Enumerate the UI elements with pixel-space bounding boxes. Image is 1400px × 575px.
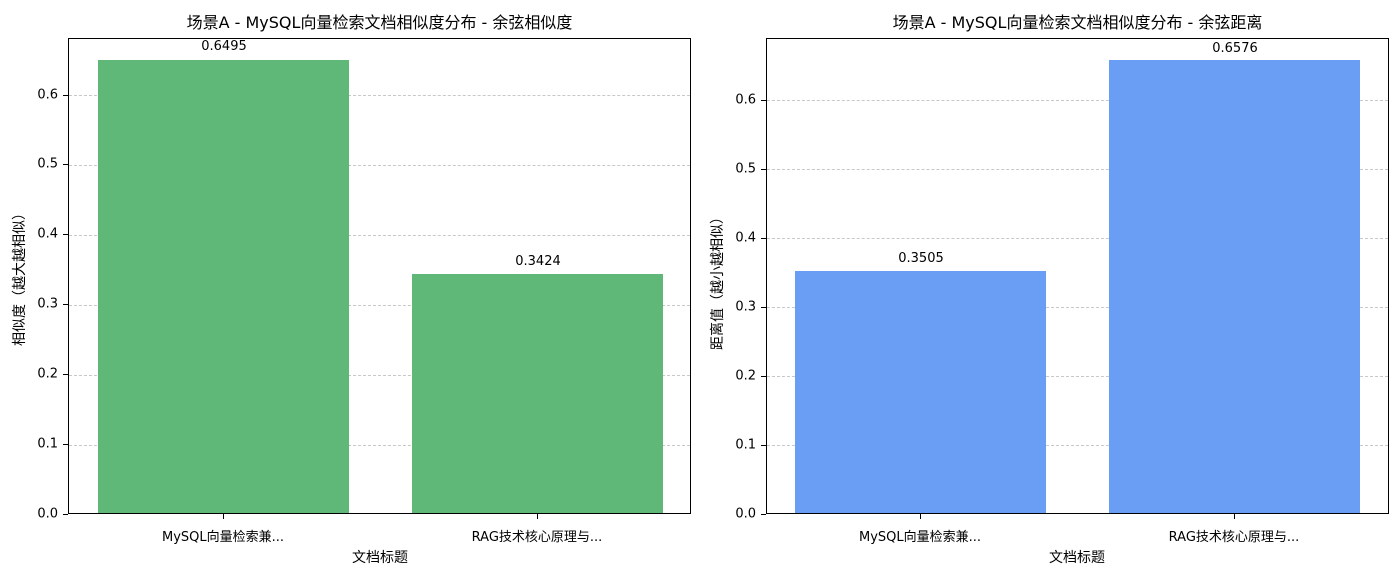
gridline	[767, 238, 1388, 239]
x-axis-label: 文档标题	[352, 550, 408, 566]
bar-rag	[1109, 60, 1360, 513]
y-tick-label: 0.3	[735, 299, 756, 315]
bar-mysql	[795, 271, 1046, 513]
y-tick-mark	[761, 445, 766, 446]
y-tick-mark	[761, 238, 766, 239]
y-tick-label: 0.6	[37, 87, 58, 103]
y-tick-label: 0.5	[37, 156, 58, 172]
cosine-similarity-chart: 场景A - MySQL向量检索文档相似度分布 - 余弦相似度 0.6495 0.…	[12, 13, 691, 566]
y-tick-mark	[63, 374, 68, 375]
plot-area: 0.6495 0.3424	[68, 38, 691, 514]
x-tick-mark	[537, 514, 538, 519]
y-tick-label: 0.0	[735, 506, 756, 522]
gridline	[767, 100, 1388, 101]
x-axis-label: 文档标题	[1049, 550, 1105, 566]
y-axis-label: 距离值（越小越相似）	[710, 210, 726, 350]
gridline	[69, 305, 690, 306]
bar-value-label: 0.3505	[898, 251, 944, 266]
x-tick-label: RAG技术核心原理与...	[1168, 530, 1300, 545]
plot-area: 0.3505 0.6576	[766, 38, 1389, 514]
bar-value-label: 0.6576	[1212, 41, 1258, 56]
chart-title: 场景A - MySQL向量检索文档相似度分布 - 余弦相似度	[186, 13, 573, 32]
x-tick-label: MySQL向量检索兼...	[858, 530, 982, 545]
x-tick-mark	[920, 514, 921, 519]
bar-mysql	[98, 60, 349, 513]
bar-rag	[412, 274, 663, 513]
y-tick-mark	[63, 164, 68, 165]
y-tick-mark	[761, 376, 766, 377]
y-tick-mark	[761, 307, 766, 308]
gridline	[69, 95, 690, 96]
y-tick-label: 0.1	[735, 437, 756, 453]
y-tick-label: 0.2	[37, 366, 58, 382]
gridline	[69, 165, 690, 166]
y-tick-mark	[761, 100, 766, 101]
gridline	[69, 235, 690, 236]
gridline	[767, 307, 1388, 308]
bar-value-label: 0.3424	[515, 254, 561, 269]
y-tick-label: 0.4	[735, 230, 756, 246]
y-tick-label: 0.2	[735, 368, 756, 384]
y-tick-label: 0.0	[37, 506, 58, 522]
y-tick-mark	[63, 95, 68, 96]
gridline	[767, 445, 1388, 446]
gridline	[69, 445, 690, 446]
x-tick-mark	[1234, 514, 1235, 519]
y-tick-mark	[63, 304, 68, 305]
x-tick-mark	[223, 514, 224, 519]
y-tick-label: 0.5	[735, 161, 756, 177]
y-tick-label: 0.6	[735, 92, 756, 108]
bar-value-label: 0.6495	[201, 39, 247, 54]
x-tick-label: MySQL向量检索兼...	[161, 530, 285, 545]
chart-title: 场景A - MySQL向量检索文档相似度分布 - 余弦距离	[892, 13, 1263, 32]
y-tick-label: 0.1	[37, 436, 58, 452]
y-tick-label: 0.3	[37, 296, 58, 312]
y-tick-mark	[63, 444, 68, 445]
y-tick-mark	[63, 234, 68, 235]
x-tick-label: RAG技术核心原理与...	[471, 530, 603, 545]
y-tick-mark	[761, 169, 766, 170]
gridline	[767, 169, 1388, 170]
gridline	[69, 375, 690, 376]
gridline	[767, 376, 1388, 377]
y-tick-label: 0.4	[37, 226, 58, 242]
y-tick-mark	[63, 514, 68, 515]
y-tick-mark	[761, 514, 766, 515]
